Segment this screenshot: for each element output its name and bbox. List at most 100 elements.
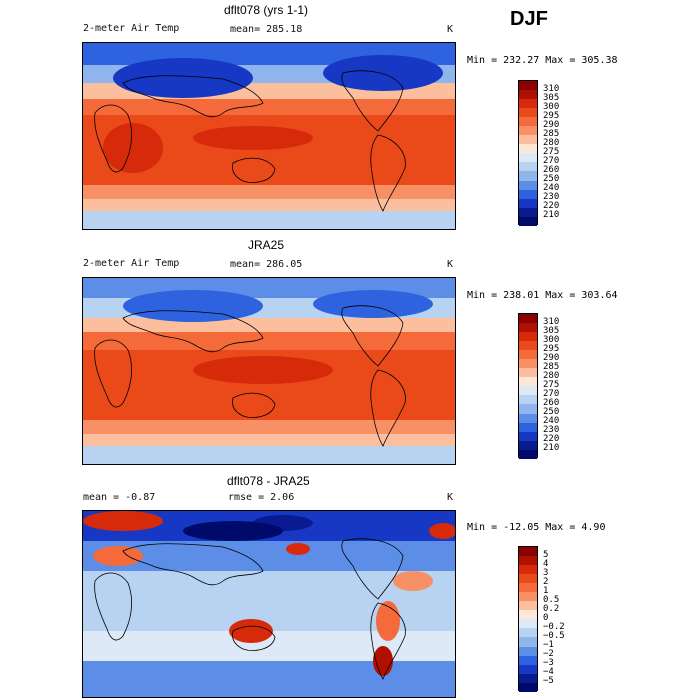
panel2-cbar-seg (519, 413, 537, 423)
panel3-title: dflt078 - JRA25 (227, 474, 310, 488)
panel2-cbar-seg (519, 431, 537, 441)
panel2-cbar-seg (519, 368, 537, 378)
panel1-cbar-label: 270 (543, 156, 560, 167)
panel1-cbar-label: 300 (543, 101, 560, 112)
panel3-cbar-seg (519, 547, 537, 557)
panel2-cbar-label: 285 (543, 361, 560, 372)
panel2-cbar-seg (519, 314, 537, 324)
panel1-cbar-seg (519, 81, 537, 91)
panel1-colorbar: 310 305 300 295 290 285 280 275 270 260 … (518, 80, 578, 226)
panel2-cbar-label: 310 (543, 316, 560, 327)
panel3-units-label: K (447, 492, 454, 503)
panel2-cbar-label: 290 (543, 352, 560, 363)
panel2-title: JRA25 (248, 238, 285, 252)
panel3-colorbar: 5 4 3 2 1 0.5 0.2 0 −0.2 −0.5 −1 −2 −3 −… (518, 546, 578, 692)
panel2-cbar-label: 275 (543, 380, 560, 390)
panel3-rmse-label: rmse = 2.06 (228, 492, 295, 503)
panel1-cbar-label: 280 (543, 137, 560, 148)
panel1-cbar-label: 230 (543, 192, 560, 203)
panel1-cbar-seg (519, 135, 537, 145)
panel1-cbar-seg (519, 207, 537, 217)
panel2-cbar-seg (519, 359, 537, 369)
panel2-cbar-label: 260 (543, 398, 560, 409)
panel2-cbar-seg (519, 386, 537, 396)
panel3-cbar-label: −5 (543, 676, 554, 687)
panel3-cbar-label: 2 (543, 576, 549, 587)
panel3-cbar-label: −1 (543, 640, 554, 651)
panel2-cbar-seg (519, 440, 537, 450)
panel1-cbar-seg (519, 108, 537, 118)
panel3-cbar-seg (519, 583, 537, 593)
panel1-map (82, 42, 456, 230)
panel2-cbar-label: 300 (543, 334, 560, 345)
panel2-mean-label: mean= 286.05 (230, 259, 303, 270)
panel1-cbar-label: 285 (543, 128, 560, 139)
panel1-cbar-label: 210 (543, 210, 560, 221)
panel3-cbar-seg (519, 574, 537, 584)
panel3-cbar-label: 0 (543, 613, 549, 623)
panel2-variable-label: 2-meter Air Temp (83, 258, 180, 269)
panel1-variable-label: 2-meter Air Temp (83, 23, 180, 34)
panel1-units-label: K (447, 24, 454, 35)
panel1-mean-label: mean= 285.18 (230, 24, 303, 35)
panel2-cbar-seg (519, 377, 537, 387)
panel3-cbar-seg (519, 664, 537, 674)
panel3-cbar-label: −0.5 (543, 631, 565, 642)
panel2-cbar-seg (519, 404, 537, 414)
panel1-cbar-seg (519, 126, 537, 136)
panel3-cbar-label: 0.5 (543, 594, 560, 605)
panel3-cbar-seg (519, 619, 537, 629)
season-label: DJF (510, 8, 548, 30)
panel1-cbar-seg (519, 162, 537, 172)
panel1-cbar-seg (519, 198, 537, 208)
panel2-cbar-label: 270 (543, 389, 560, 400)
panel3-map (82, 510, 456, 698)
panel2-cbar-label: 305 (543, 325, 560, 336)
panel2-cbar-label: 295 (543, 343, 560, 354)
panel1-cbar-seg (519, 189, 537, 199)
panel1-cbar-label: 305 (543, 92, 560, 103)
panel3-colorbar-swatches (518, 546, 538, 692)
panel3-cbar-seg (519, 592, 537, 602)
panel1-cbar-label: 260 (543, 165, 560, 176)
panel3-cbar-seg (519, 556, 537, 566)
panel3-cbar-label: −2 (543, 649, 554, 660)
panel2-minmax: Min = 238.01 Max = 303.64 (467, 290, 618, 301)
panel3-cbar-seg (519, 637, 537, 647)
panel1-cbar-label: 220 (543, 201, 560, 212)
panel1-cbar-label: 290 (543, 119, 560, 130)
panel3-cbar-label: 0.2 (543, 603, 560, 614)
panel3-cbar-seg (519, 682, 537, 692)
panel2-cbar-label: 240 (543, 416, 560, 427)
panel3-cbar-seg (519, 565, 537, 575)
panel1-cbar-label: 310 (543, 83, 560, 94)
panel3-cbar-seg (519, 646, 537, 656)
panel1-cbar-seg (519, 171, 537, 181)
panel2-cbar-seg (519, 341, 537, 351)
panel2-colorbar-swatches (518, 313, 538, 459)
panel1-cbar-seg (519, 90, 537, 100)
panel2-cbar-label: 230 (543, 425, 560, 436)
panel1-cbar-label: 250 (543, 174, 560, 185)
panel2-cbar-seg (519, 350, 537, 360)
panel3-cbar-label: 1 (543, 585, 549, 596)
panel3-cbar-seg (519, 655, 537, 665)
panel2-cbar-label: 210 (543, 443, 560, 454)
panel1-cbar-seg (519, 117, 537, 127)
panel1-cbar-label: 295 (543, 110, 560, 121)
panel2-cbar-seg (519, 332, 537, 342)
panel2-cbar-label: 280 (543, 370, 560, 381)
panel1-colorbar-swatches (518, 80, 538, 226)
panel2-colorbar: 310 305 300 295 290 285 280 275 270 260 … (518, 313, 578, 459)
panel3-cbar-seg (519, 601, 537, 611)
panel1-cbar-seg (519, 153, 537, 163)
panel2-cbar-seg (519, 449, 537, 459)
panel1-cbar-seg (519, 99, 537, 109)
panel1-cbar-label: 240 (543, 183, 560, 194)
panel2-cbar-seg (519, 323, 537, 333)
panel2-units-label: K (447, 259, 454, 270)
panel2-cbar-label: 250 (543, 407, 560, 418)
panel3-cbar-seg (519, 628, 537, 638)
panel3-cbar-seg (519, 673, 537, 683)
panel1-cbar-seg (519, 180, 537, 190)
